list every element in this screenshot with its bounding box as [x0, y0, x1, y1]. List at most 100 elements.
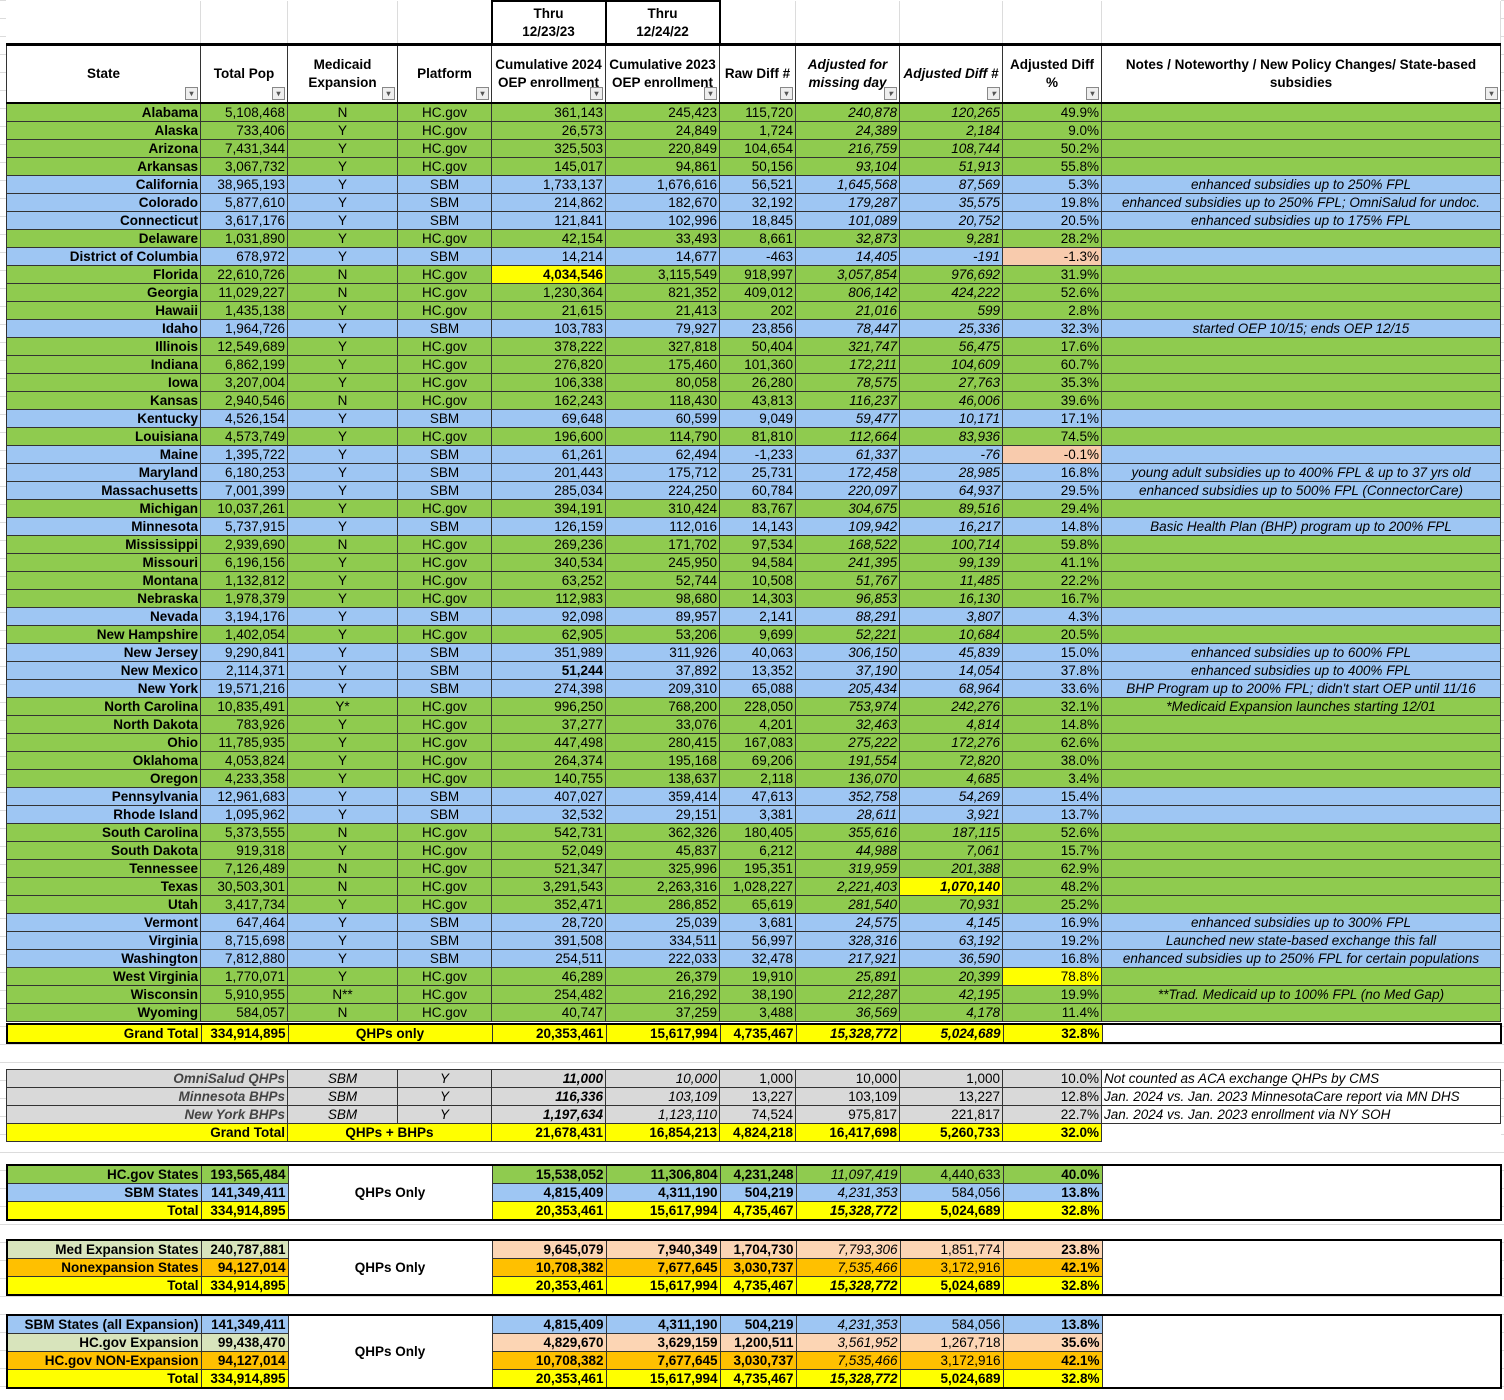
cell-platform[interactable]: HC.gov [397, 301, 492, 320]
cell-notes[interactable] [1101, 499, 1501, 518]
cell-adjusted-diff[interactable]: 4,145 [899, 913, 1003, 932]
cell-enrollment-2024[interactable]: 61,261 [491, 445, 606, 464]
cell-adjusted-missing-day[interactable]: 32,873 [795, 229, 900, 248]
cell-state[interactable]: Massachusetts [6, 481, 201, 500]
cell-adjusted-diff-pct[interactable]: 17.1% [1002, 409, 1102, 428]
cell-enrollment-2024[interactable]: 352,471 [491, 895, 606, 914]
cell-enrollment-2023[interactable]: 175,712 [605, 463, 720, 482]
cell-notes[interactable] [1101, 625, 1501, 644]
cell-raw-diff[interactable]: 180,405 [719, 823, 796, 842]
cell-notes[interactable]: enhanced subsidies up to 600% FPL [1101, 643, 1501, 662]
cell-total-pop[interactable]: 1,978,379 [200, 589, 288, 608]
cell-adjusted-missing-day[interactable]: 93,104 [795, 157, 900, 176]
cell-adjusted-diff[interactable]: 14,054 [899, 661, 1003, 680]
cell-adjusted-diff[interactable]: 25,336 [899, 319, 1003, 338]
cell-adjusted-diff-pct[interactable]: 5.3% [1002, 175, 1102, 194]
bhp-enrollment-2023[interactable]: 10,000 [605, 1069, 720, 1088]
cell-total-pop[interactable]: 4,526,154 [200, 409, 288, 428]
bhp-adjusted-missing-day[interactable]: 975,817 [795, 1105, 900, 1124]
cell-state[interactable]: Illinois [6, 337, 201, 356]
cell-enrollment-2023[interactable]: 33,493 [605, 229, 720, 248]
cell-enrollment-2023[interactable]: 62,494 [605, 445, 720, 464]
cell-platform[interactable]: HC.gov [397, 895, 492, 914]
cell-medicaid-expansion[interactable]: Y* [287, 697, 398, 716]
cell-platform[interactable]: HC.gov [397, 985, 492, 1004]
cell-notes[interactable] [1101, 121, 1501, 140]
breakdown-pop[interactable]: 94,127,014 [200, 1258, 289, 1277]
cell-enrollment-2023[interactable]: 175,460 [605, 355, 720, 374]
breakdown-label[interactable]: SBM States [6, 1183, 202, 1202]
breakdown-adjusted-missing-day[interactable]: 7,535,466 [795, 1351, 901, 1370]
cell-enrollment-2023[interactable]: 138,637 [605, 769, 720, 788]
cell-enrollment-2023[interactable]: 94,861 [605, 157, 720, 176]
cell-adjusted-diff-pct[interactable]: 59.8% [1002, 535, 1102, 554]
cell-enrollment-2024[interactable]: 28,720 [491, 913, 606, 932]
cell-raw-diff[interactable]: 32,478 [719, 949, 796, 968]
filter-dropdown-icon[interactable]: ▾ [884, 87, 897, 100]
breakdown-enrollment-2023[interactable]: 4,311,190 [605, 1183, 721, 1202]
cell-adjusted-diff-pct[interactable]: 28.2% [1002, 229, 1102, 248]
cell-platform[interactable]: HC.gov [397, 283, 492, 302]
cell-adjusted-diff-pct[interactable]: 33.6% [1002, 679, 1102, 698]
cell-total-pop[interactable]: 3,417,734 [200, 895, 288, 914]
cell-platform[interactable]: SBM [397, 949, 492, 968]
cell-enrollment-2023[interactable]: 325,996 [605, 859, 720, 878]
cell-adjusted-diff-pct[interactable]: -1.3% [1002, 247, 1102, 266]
cell-adjusted-missing-day[interactable]: 352,758 [795, 787, 900, 806]
cell-notes[interactable] [1101, 841, 1501, 860]
cell-total-pop[interactable]: 1,435,138 [200, 301, 288, 320]
cell-enrollment-2023[interactable]: 220,849 [605, 139, 720, 158]
cell-notes[interactable] [1101, 823, 1501, 842]
cell-raw-diff[interactable]: 65,088 [719, 679, 796, 698]
breakdown-raw-diff[interactable]: 1,200,511 [719, 1333, 797, 1352]
cell-medicaid-expansion[interactable]: Y [287, 841, 398, 860]
cell-state[interactable]: Pennsylvania [6, 787, 201, 806]
cell-state[interactable]: Maine [6, 445, 201, 464]
cell-adjusted-diff[interactable]: 242,276 [899, 697, 1003, 716]
breakdown-label[interactable]: HC.gov NON-Expansion [6, 1351, 202, 1370]
cell-total-pop[interactable]: 1,964,726 [200, 319, 288, 338]
cell-total-pop[interactable]: 919,318 [200, 841, 288, 860]
bhp-expansion[interactable]: Y [397, 1105, 492, 1124]
cell-enrollment-2024[interactable]: 69,648 [491, 409, 606, 428]
cell-adjusted-missing-day[interactable]: 179,287 [795, 193, 900, 212]
cell-adjusted-diff[interactable]: 976,692 [899, 265, 1003, 284]
cell-total-pop[interactable]: 11,029,227 [200, 283, 288, 302]
cell-platform[interactable]: HC.gov [397, 877, 492, 896]
cell-enrollment-2024[interactable]: 274,398 [491, 679, 606, 698]
breakdown-raw-diff[interactable]: 3,030,737 [719, 1351, 797, 1370]
cell-adjusted-diff-pct[interactable]: 15.7% [1002, 841, 1102, 860]
cell-raw-diff[interactable]: 9,049 [719, 409, 796, 428]
cell-enrollment-2024[interactable]: 447,498 [491, 733, 606, 752]
breakdown-adjusted-diff[interactable]: 5,024,689 [899, 1369, 1004, 1389]
cell-notes[interactable] [1101, 715, 1501, 734]
cell-enrollment-2024[interactable]: 361,143 [491, 102, 606, 122]
cell-adjusted-diff-pct[interactable]: 19.9% [1002, 985, 1102, 1004]
cell-enrollment-2024[interactable]: 3,291,543 [491, 877, 606, 896]
cell-notes[interactable]: enhanced subsidies up to 250% FPL; OmniS… [1101, 193, 1501, 212]
cell-total-pop[interactable]: 3,194,176 [200, 607, 288, 626]
cell-notes[interactable] [1101, 139, 1501, 158]
cell-total-pop[interactable]: 11,785,935 [200, 733, 288, 752]
cell-adjusted-diff-pct[interactable]: 14.8% [1002, 517, 1102, 536]
cell-adjusted-diff[interactable]: 72,820 [899, 751, 1003, 770]
cell-enrollment-2024[interactable]: 63,252 [491, 571, 606, 590]
cell-adjusted-diff[interactable]: 201,388 [899, 859, 1003, 878]
cell-notes[interactable]: **Trad. Medicaid up to 100% FPL (no Med … [1101, 985, 1501, 1004]
grand-total-bhp-adjusted-diff[interactable]: 5,260,733 [899, 1123, 1003, 1142]
cell-enrollment-2024[interactable]: 269,236 [491, 535, 606, 554]
cell-notes[interactable] [1101, 571, 1501, 590]
cell-adjusted-diff[interactable]: 3,921 [899, 805, 1003, 824]
cell-enrollment-2024[interactable]: 26,573 [491, 121, 606, 140]
cell-notes[interactable]: Launched new state-based exchange this f… [1101, 931, 1501, 950]
grand-total-bhp-raw-diff[interactable]: 4,824,218 [719, 1123, 796, 1142]
cell-raw-diff[interactable]: -1,233 [719, 445, 796, 464]
filter-dropdown-icon[interactable]: ▾ [185, 87, 198, 100]
cell-total-pop[interactable]: 7,812,880 [200, 949, 288, 968]
cell-raw-diff[interactable]: 3,681 [719, 913, 796, 932]
cell-notes[interactable]: enhanced subsidies up to 250% FPL [1101, 175, 1501, 194]
cell-enrollment-2023[interactable]: 1,676,616 [605, 175, 720, 194]
cell-state[interactable]: Florida [6, 265, 201, 284]
cell-platform[interactable]: SBM [397, 175, 492, 194]
cell-adjusted-missing-day[interactable]: 44,988 [795, 841, 900, 860]
